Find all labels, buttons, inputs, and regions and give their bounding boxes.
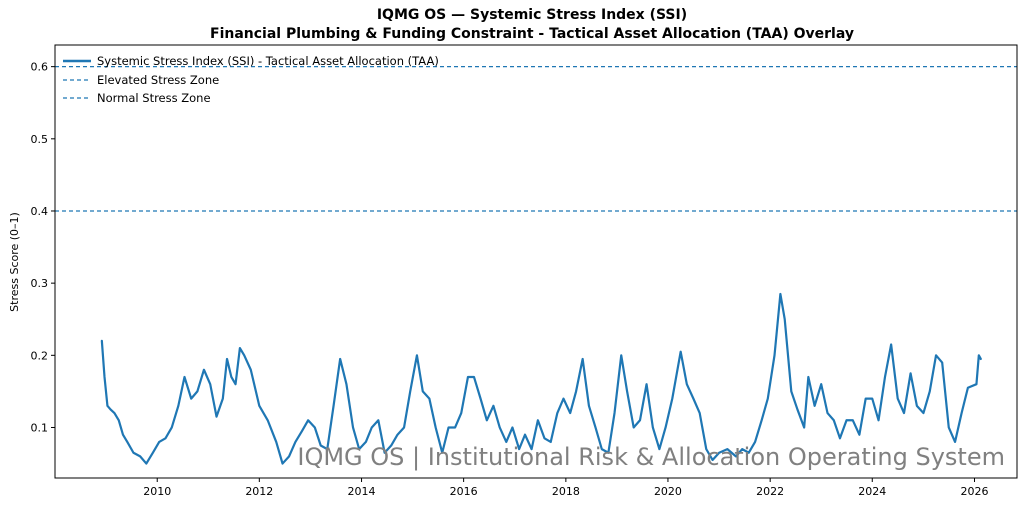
legend-label-ssi: Systemic Stress Index (SSI) - Tactical A… [97,54,439,68]
series-line-0 [100,292,982,465]
legend-label-normal: Normal Stress Zone [97,91,211,105]
x-tick-label-8: 2026 [960,485,988,498]
x-tick-label-1: 2012 [245,485,273,498]
x-tick-label-4: 2018 [552,485,580,498]
x-axis: 2010 2012 2014 2016 2018 2020 2022 2024 2026 [143,478,988,498]
x-tick-label-2: 2014 [348,485,376,498]
y-tick-label-3: 0.4 [31,205,49,218]
x-tick-label-0: 2010 [143,485,171,498]
watermark-text: IQMG OS | Institutional Risk & Allocatio… [297,443,1005,471]
x-tick-label-7: 2024 [858,485,886,498]
plot-content [55,66,1017,465]
chart-subtitle: Financial Plumbing & Funding Constraint … [210,26,854,42]
y-tick-label-2: 0.3 [31,277,49,290]
y-tick-label-0: 0.1 [31,421,49,434]
legend-label-elevated: Elevated Stress Zone [97,73,219,87]
x-tick-label-6: 2022 [756,485,784,498]
y-tick-label-1: 0.2 [31,349,49,362]
y-axis: 0.1 0.2 0.3 0.4 0.5 0.6 [31,61,55,434]
legend: Systemic Stress Index (SSI) - Tactical A… [63,54,439,105]
y-tick-label-4: 0.5 [31,133,49,146]
x-tick-label-3: 2016 [450,485,478,498]
y-axis-label: Stress Score (0–1) [8,212,21,312]
plot-frame [54,44,1018,479]
y-tick-label-5: 0.6 [31,61,49,74]
x-tick-label-5: 2020 [654,485,682,498]
chart-title: IQMG OS — Systemic Stress Index (SSI) [377,7,687,23]
